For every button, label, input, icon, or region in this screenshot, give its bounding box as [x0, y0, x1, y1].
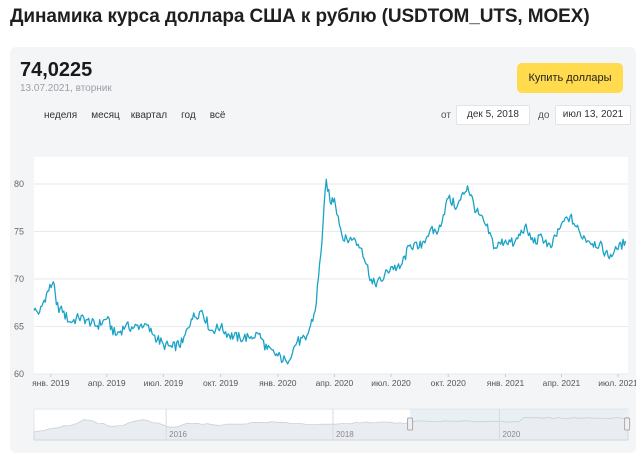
period-week[interactable]: неделя [44, 110, 78, 121]
x-tick-label: янв. 2019 [32, 378, 70, 388]
chart-card: 74,0225 13.07.2021, вторник Купить долла… [10, 47, 636, 453]
period-quarter[interactable]: квартал [130, 110, 168, 121]
navigator-year-label: 2020 [503, 430, 521, 439]
range-to-input[interactable]: июл 13, 2021 [555, 105, 631, 125]
price-date: 13.07.2021, вторник [20, 83, 112, 94]
x-tick-label: июл. 2021 [598, 378, 636, 388]
x-tick-label: янв. 2021 [487, 378, 525, 388]
navigator-right-handle[interactable] [624, 417, 631, 431]
page-title: Динамика курса доллара США к рублю (USDT… [10, 6, 590, 27]
y-tick-label: 70 [14, 274, 24, 284]
price-series-line [33, 178, 627, 365]
plot-background [34, 157, 628, 374]
x-tick-label: июл. 2019 [144, 378, 184, 388]
navigator-year-label: 2016 [169, 430, 187, 439]
y-tick-label: 60 [14, 369, 24, 379]
navigator-left-handle[interactable] [407, 417, 414, 431]
x-tick-label: янв. 2020 [259, 378, 297, 388]
x-tick-label: апр. 2021 [543, 378, 581, 388]
y-tick-label: 75 [14, 227, 24, 237]
x-tick-label: окт. 2019 [203, 378, 238, 388]
range-from-input[interactable]: дек 5, 2018 [456, 105, 530, 125]
period-all[interactable]: всё [209, 110, 226, 121]
price-chart: 60 65 70 75 80 янв. 2019 апр. 2019 июл. 2019 окт… [14, 157, 636, 441]
x-tick-label: апр. 2020 [316, 378, 354, 388]
y-tick-label: 80 [14, 179, 24, 189]
current-price: 74,0225 [20, 59, 93, 81]
navigator-area [33, 416, 629, 441]
y-tick-label: 65 [14, 322, 24, 332]
range-from-label: от [441, 110, 451, 121]
period-selector: неделя месяц квартал год всё [44, 110, 240, 121]
buy-dollars-button[interactable]: Купить доллары [517, 63, 623, 93]
x-tick-label: июл. 2020 [371, 378, 411, 388]
range-to-label: до [538, 110, 550, 121]
period-year[interactable]: год [181, 110, 196, 121]
x-tick-label: окт. 2020 [431, 378, 466, 388]
x-tick-label: апр. 2019 [88, 378, 126, 388]
navigator-year-label: 2018 [336, 430, 354, 439]
period-month[interactable]: месяц [91, 110, 120, 121]
